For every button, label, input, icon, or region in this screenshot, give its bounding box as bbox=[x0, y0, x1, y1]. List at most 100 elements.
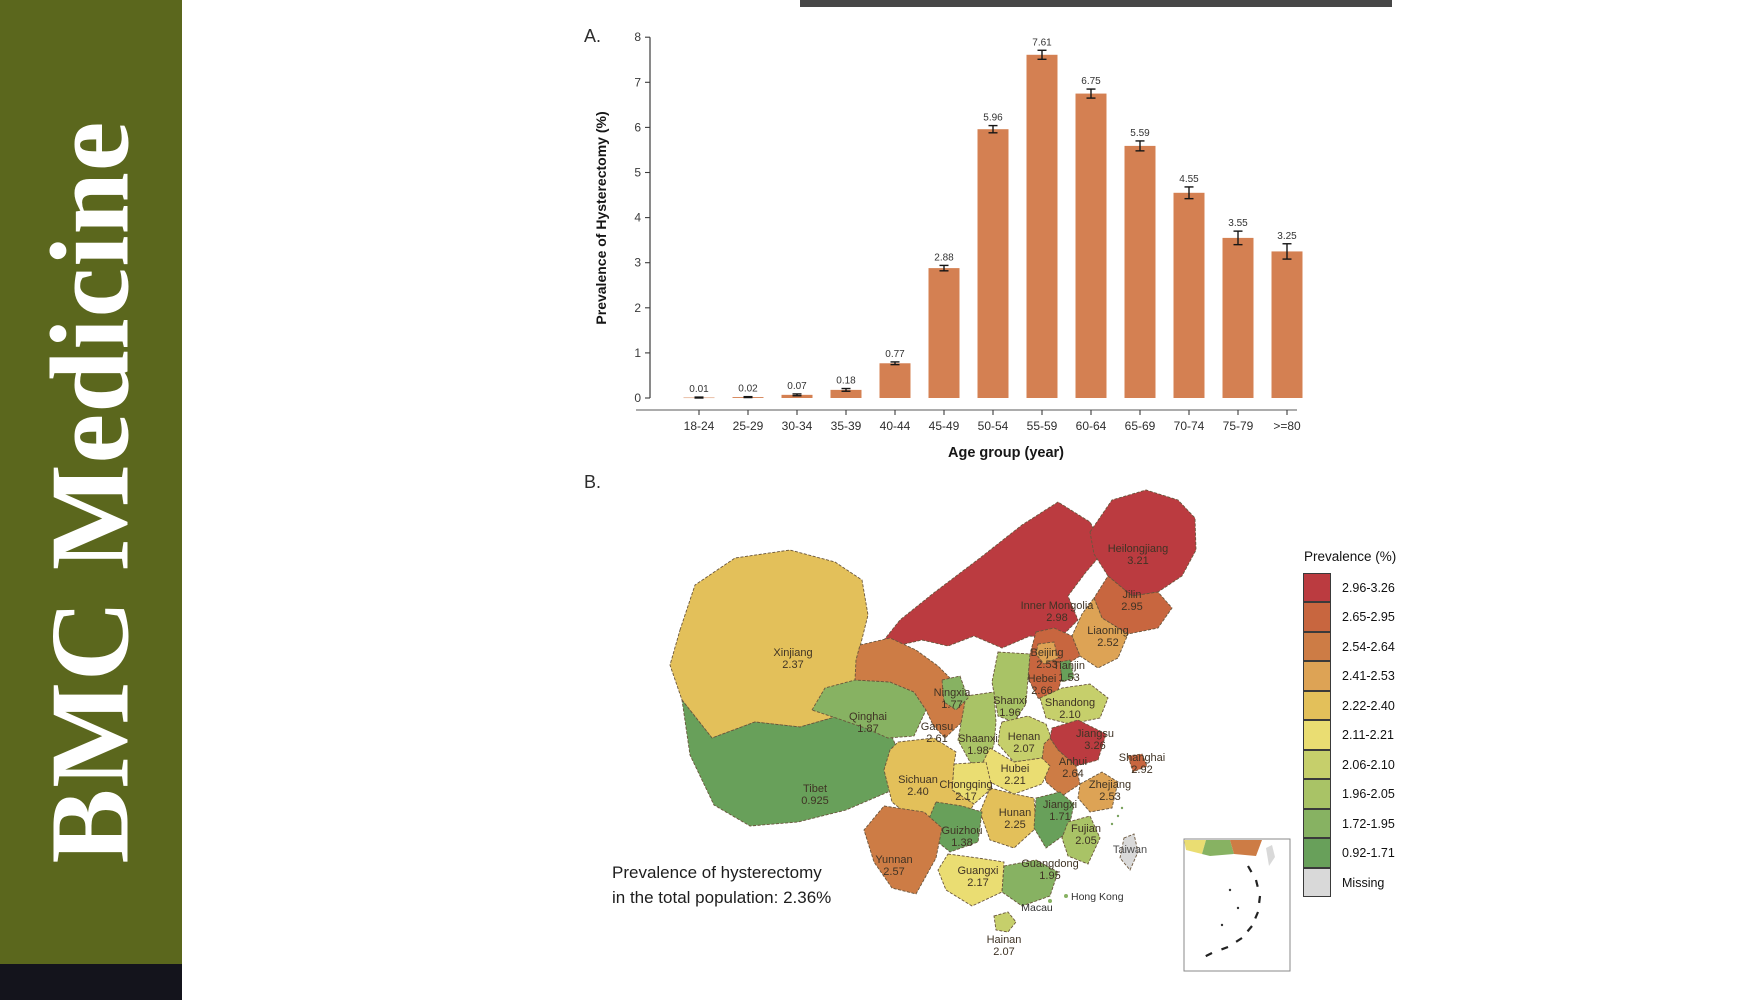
x-axis-title: Age group (year) bbox=[948, 445, 1064, 461]
province-value-ningxia: 1.77 bbox=[941, 699, 962, 711]
province-label-guangdong: Guangdong bbox=[1021, 858, 1079, 870]
x-tick-label: 40-44 bbox=[880, 419, 911, 433]
bar-value-label: 4.55 bbox=[1179, 174, 1199, 185]
legend-swatch bbox=[1303, 602, 1331, 632]
south-china-sea-inset bbox=[1183, 838, 1291, 972]
province-zhejiang bbox=[1077, 771, 1119, 813]
province-label-hainan: Hainan bbox=[987, 934, 1022, 946]
province-label-zhejiang: Zhejiang bbox=[1089, 779, 1131, 791]
bar-40-44 bbox=[879, 363, 911, 398]
y-tick-label: 3 bbox=[634, 256, 641, 270]
province-guangxi bbox=[937, 853, 1005, 907]
city-label-macau: Macau bbox=[1021, 902, 1053, 914]
province-label-qinghai: Qinghai bbox=[849, 711, 887, 723]
province-value-shaanxi: 1.98 bbox=[967, 745, 988, 757]
province-label-liaoning: Liaoning bbox=[1087, 625, 1129, 637]
bar-value-label: 3.55 bbox=[1228, 218, 1248, 229]
annotation-line-1: Prevalence of hysterectomy bbox=[612, 863, 822, 882]
legend-swatch bbox=[1303, 779, 1331, 809]
province-label-heilongjiang: Heilongjiang bbox=[1108, 543, 1169, 555]
bar-45-49 bbox=[928, 268, 960, 398]
province-value-shanxi: 1.96 bbox=[999, 707, 1020, 719]
province-shaanxi bbox=[957, 691, 997, 769]
province-label-hebei: Hebei bbox=[1028, 673, 1057, 685]
bar-value-label: 0.01 bbox=[689, 384, 709, 395]
legend-row: 2.41-2.53 bbox=[1303, 661, 1478, 692]
y-tick-label: 1 bbox=[634, 346, 641, 360]
journal-title: BMC Medicine bbox=[28, 120, 153, 864]
province-label-shandong: Shandong bbox=[1045, 697, 1095, 709]
province-label-fujian: Fujian bbox=[1071, 823, 1101, 835]
y-axis-title: Prevalence of Hysterectomy (%) bbox=[593, 111, 609, 324]
top-edge-strip bbox=[800, 0, 1392, 7]
city-dot-hong-kong bbox=[1064, 894, 1068, 898]
nine-dash-segment bbox=[1246, 925, 1253, 933]
x-tick-label: 25-29 bbox=[733, 419, 764, 433]
legend-row: 2.96-3.26 bbox=[1303, 572, 1478, 603]
legend-rows: 2.96-3.26 2.65-2.95 2.54-2.64 2.41-2.53 2.22… bbox=[1303, 572, 1478, 898]
province-label-beijing: Beijing bbox=[1030, 647, 1063, 659]
inset-island-dot bbox=[1220, 923, 1224, 927]
legend-class-label: 2.11-2.21 bbox=[1342, 728, 1394, 743]
bar-35-39 bbox=[830, 389, 862, 398]
province-label-gansu: Gansu bbox=[921, 721, 953, 733]
province-label-jiangxi: Jiangxi bbox=[1043, 799, 1077, 811]
province-label-shaanxi: Shaanxi bbox=[958, 733, 998, 745]
bar-75-79 bbox=[1222, 237, 1254, 398]
bar-value-label: 5.96 bbox=[983, 113, 1003, 124]
nine-dash-segment bbox=[1205, 952, 1213, 958]
province-fujian bbox=[1061, 815, 1101, 865]
province-hunan bbox=[979, 787, 1037, 849]
bar-65-69 bbox=[1124, 145, 1156, 398]
inset-border bbox=[1183, 838, 1291, 972]
bar-value-label: 0.77 bbox=[885, 349, 905, 360]
legend-swatch bbox=[1303, 661, 1331, 691]
bar-70-74 bbox=[1173, 192, 1205, 398]
x-tick-label: 75-79 bbox=[1223, 419, 1254, 433]
legend-row: 1.72-1.95 bbox=[1303, 808, 1478, 839]
province-shandong bbox=[1039, 683, 1109, 725]
annotation-line-2: in the total population: 2.36% bbox=[612, 887, 832, 907]
province-tianjin bbox=[1059, 659, 1075, 683]
province-label-hunan: Hunan bbox=[999, 807, 1031, 819]
province-label-shanxi: Shanxi bbox=[993, 695, 1027, 707]
legend-class-label: 0.92-1.71 bbox=[1342, 846, 1395, 861]
province-label-xinjiang: Xinjiang bbox=[773, 647, 812, 659]
legend-title: Prevalence (%) bbox=[1304, 549, 1397, 564]
legend-swatch bbox=[1303, 838, 1331, 868]
province-label-chongqing: Chongqing bbox=[939, 779, 992, 791]
y-tick-label: 6 bbox=[634, 120, 641, 134]
legend-row: 0.92-1.71 bbox=[1303, 838, 1478, 869]
province-ningxia bbox=[941, 675, 969, 711]
inset-taiwan bbox=[1266, 845, 1275, 866]
inset-coast-3 bbox=[1230, 840, 1262, 856]
province-label-taiwan: Taiwan bbox=[1113, 844, 1147, 856]
province-inner-mongolia bbox=[871, 501, 1106, 661]
bar-value-label: 0.18 bbox=[836, 376, 856, 387]
city-dot-macau bbox=[1048, 899, 1052, 903]
total-prevalence-annotation: Prevalence of hysterectomy in the total … bbox=[612, 861, 831, 910]
legend-class-label: 1.72-1.95 bbox=[1342, 816, 1395, 831]
nine-dash-segment bbox=[1235, 937, 1243, 943]
province-value-liaoning: 2.52 bbox=[1097, 637, 1118, 649]
legend-class-label: 2.22-2.40 bbox=[1342, 698, 1395, 713]
province-value-chongqing: 2.17 bbox=[955, 791, 976, 803]
panel-b-label: B. bbox=[584, 472, 602, 492]
bar-value-label: 3.25 bbox=[1277, 231, 1297, 242]
nine-dash-segment bbox=[1221, 945, 1229, 951]
province-guangdong bbox=[1001, 859, 1059, 907]
province-guizhou bbox=[927, 801, 983, 853]
bar-value-label: 2.88 bbox=[934, 252, 954, 263]
nine-dash-segment bbox=[1254, 879, 1259, 888]
map-legend: Prevalence (%) 2.96-3.26 2.65-2.95 2.54-2.… bbox=[1303, 549, 1478, 898]
legend-row: 2.65-2.95 bbox=[1303, 602, 1478, 633]
bar-value-label: 0.07 bbox=[787, 381, 807, 392]
hysterectomy-age-bar-chart: 0 1 2 3 4 5 6 7 8 Prevalence of Hysterectomy (%) 1… bbox=[593, 30, 1303, 461]
legend-row: 2.06-2.10 bbox=[1303, 749, 1478, 780]
y-tick-label: 8 bbox=[634, 30, 641, 44]
inset-coast-1 bbox=[1184, 840, 1206, 854]
x-tick-label: 30-34 bbox=[782, 419, 813, 433]
legend-row: 2.22-2.40 bbox=[1303, 690, 1478, 721]
province-label-guizhou: Guizhou bbox=[942, 825, 983, 837]
legend-row: 1.96-2.05 bbox=[1303, 779, 1478, 810]
